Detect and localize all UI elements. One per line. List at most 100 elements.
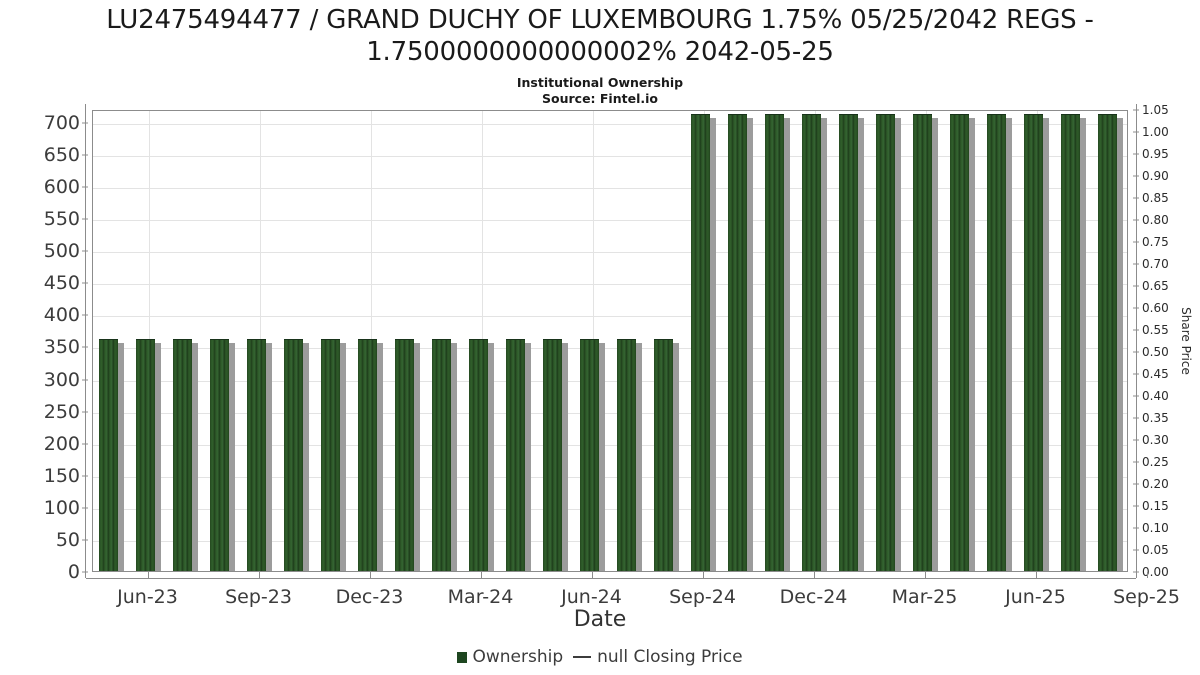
y-axis-right-tick-mark <box>1133 505 1139 507</box>
gridline-horizontal <box>93 252 1127 254</box>
y-axis-left-tick-mark <box>82 539 88 541</box>
bar[interactable] <box>912 114 939 571</box>
bar[interactable] <box>801 114 828 571</box>
bar[interactable] <box>653 339 680 571</box>
gridline-horizontal <box>93 476 1127 478</box>
x-axis-tick-label: Mar-25 <box>891 586 958 608</box>
bar-shadow <box>821 118 828 571</box>
y-axis-right-tick-mark <box>1133 549 1139 551</box>
gridline-horizontal <box>93 284 1127 286</box>
y-axis-right-tick-mark <box>1133 131 1139 133</box>
y-axis-left-tick-mark <box>82 571 88 573</box>
bar[interactable] <box>542 339 569 571</box>
x-axis-tick-label: Jun-24 <box>561 586 622 608</box>
y-axis-right-tick-mark <box>1133 483 1139 485</box>
legend-item[interactable]: null Closing Price <box>563 647 743 667</box>
bar[interactable] <box>1023 114 1050 571</box>
y-axis-left-tick-mark <box>82 346 88 348</box>
bar[interactable] <box>1060 114 1087 571</box>
bar[interactable] <box>246 339 273 571</box>
bar[interactable] <box>135 339 162 571</box>
bar[interactable] <box>875 114 902 571</box>
y-axis-right-tick-mark <box>1133 285 1139 287</box>
legend-item[interactable]: Ownership <box>457 647 563 667</box>
y-axis-left-tick-mark <box>82 250 88 252</box>
gridline-horizontal <box>93 155 1127 157</box>
y-axis-left-tick-mark <box>82 282 88 284</box>
bar-body <box>357 339 378 571</box>
legend-label: Ownership <box>472 647 564 667</box>
y-axis-right-tick-mark <box>1133 329 1139 331</box>
y-axis-right-tick-label: 0.55 <box>1142 323 1169 337</box>
bar[interactable] <box>838 114 865 571</box>
y-axis-right-tick-label: 0.15 <box>1142 499 1169 513</box>
y-axis-left-tick-mark <box>82 186 88 188</box>
bar[interactable] <box>394 339 421 571</box>
x-axis-tick-label: Sep-25 <box>1113 586 1180 608</box>
y-axis-left-tick-label: 250 <box>43 400 80 423</box>
y-axis-left-tick-label: 700 <box>43 111 80 134</box>
y-axis-left-tick-label: 200 <box>43 432 80 455</box>
y-axis-right-tick-label: 1.05 <box>1142 103 1169 117</box>
y-axis-right-tick-mark <box>1133 241 1139 243</box>
y-axis-right-tick-label: 0.05 <box>1142 543 1169 557</box>
y-axis-right-tick-mark <box>1133 527 1139 529</box>
y-axis-right-tick-label: 0.95 <box>1142 147 1169 161</box>
gridline-horizontal <box>93 316 1127 318</box>
bar-body <box>727 114 748 571</box>
bar-shadow <box>414 343 421 571</box>
bar-body <box>690 114 711 571</box>
y-axis-right-tick-label: 0.60 <box>1142 301 1169 315</box>
bar-body <box>394 339 415 571</box>
bar-shadow <box>451 343 458 571</box>
bar-shadow <box>1080 118 1087 571</box>
y-axis-right: 0.00 0.05 0.10 0.15 0.20 0.25 0.30 0.35 0.40 0.45… <box>1128 103 1200 579</box>
x-axis-title: Date <box>573 607 627 632</box>
bar[interactable] <box>764 114 791 571</box>
bar[interactable] <box>468 339 495 571</box>
bar[interactable] <box>1097 114 1124 571</box>
y-axis-right-tick-mark <box>1133 263 1139 265</box>
bar-body <box>1097 114 1118 571</box>
bar-body <box>542 339 563 571</box>
bar-shadow <box>303 343 310 571</box>
bar-shadow <box>377 343 384 571</box>
bar-body <box>616 339 637 571</box>
x-axis-tick-label: Dec-24 <box>779 586 848 608</box>
bar[interactable] <box>690 114 717 571</box>
bar[interactable] <box>172 339 199 571</box>
x-axis-tick-mark <box>591 572 593 578</box>
bar[interactable] <box>283 339 310 571</box>
y-axis-left-tick-mark <box>82 122 88 124</box>
bar[interactable] <box>986 114 1013 571</box>
bar[interactable] <box>949 114 976 571</box>
bar[interactable] <box>357 339 384 571</box>
bar[interactable] <box>98 339 125 571</box>
bar[interactable] <box>505 339 532 571</box>
gridline-horizontal <box>93 412 1127 414</box>
bar[interactable] <box>727 114 754 571</box>
bar-body <box>1060 114 1081 571</box>
bar[interactable] <box>320 339 347 571</box>
x-axis-tick-mark <box>369 572 371 578</box>
bar-body <box>135 339 156 571</box>
bar-shadow <box>636 343 643 571</box>
legend-label: null Closing Price <box>597 647 743 667</box>
bar-body <box>505 339 526 571</box>
bar[interactable] <box>579 339 606 571</box>
y-axis-left-tick-label: 400 <box>43 304 80 327</box>
bar-body <box>653 339 674 571</box>
y-axis-left-line <box>85 104 86 578</box>
y-axis-right-tick-mark <box>1133 153 1139 155</box>
y-axis-left-tick-label: 550 <box>43 208 80 231</box>
bar-shadow <box>1117 118 1124 571</box>
y-axis-left-tick-label: 100 <box>43 496 80 519</box>
bar-shadow <box>784 118 791 571</box>
bar[interactable] <box>431 339 458 571</box>
bar-shadow <box>932 118 939 571</box>
y-axis-left: 0 50 100 150 200 250 300 350 400 450 500 550 600 650 7… <box>0 110 92 583</box>
bar-shadow <box>1043 118 1050 571</box>
bar[interactable] <box>209 339 236 571</box>
y-axis-left-tick-label: 650 <box>43 143 80 166</box>
bar[interactable] <box>616 339 643 571</box>
